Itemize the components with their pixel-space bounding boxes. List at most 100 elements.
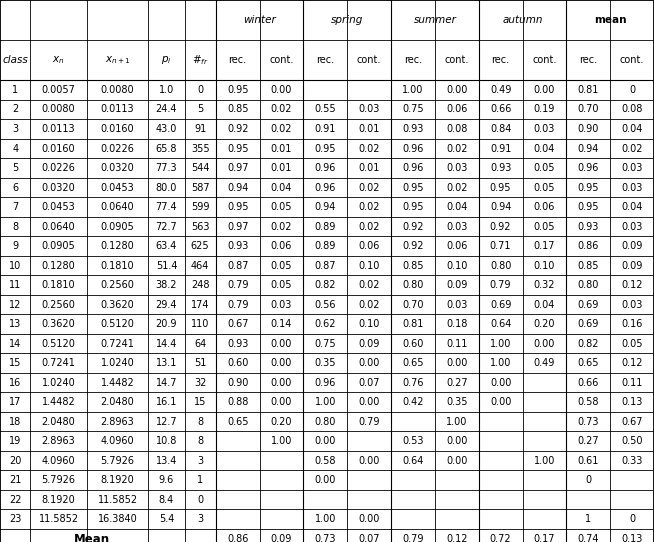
- Text: 2.0480: 2.0480: [42, 417, 75, 427]
- Text: 13.1: 13.1: [156, 358, 177, 368]
- Text: 0.69: 0.69: [577, 319, 599, 329]
- Text: 0.35: 0.35: [446, 397, 468, 407]
- Text: 0.04: 0.04: [621, 124, 643, 134]
- Text: 0.09: 0.09: [446, 280, 468, 290]
- Text: 0.66: 0.66: [577, 378, 599, 388]
- Text: 17: 17: [9, 397, 22, 407]
- Text: 22: 22: [9, 495, 22, 505]
- Text: 0.74: 0.74: [577, 534, 599, 542]
- Text: $\#_{fr}$: $\#_{fr}$: [192, 53, 209, 67]
- Text: 0.64: 0.64: [402, 456, 424, 466]
- Text: 21: 21: [9, 475, 22, 485]
- Text: 0.13: 0.13: [621, 534, 643, 542]
- Text: 0.80: 0.80: [490, 261, 511, 270]
- Text: 0.80: 0.80: [402, 280, 424, 290]
- Text: 0.01: 0.01: [271, 144, 292, 153]
- Text: 599: 599: [191, 202, 209, 212]
- Text: 0.16: 0.16: [621, 319, 643, 329]
- Text: 0.04: 0.04: [446, 202, 468, 212]
- Text: 0.55: 0.55: [315, 105, 336, 114]
- Text: 0.0453: 0.0453: [101, 183, 135, 192]
- Text: 0.03: 0.03: [621, 300, 643, 309]
- Text: 0.01: 0.01: [271, 163, 292, 173]
- Text: 77.4: 77.4: [156, 202, 177, 212]
- Text: 1: 1: [12, 85, 18, 95]
- Text: 0: 0: [629, 85, 635, 95]
- Text: 0.35: 0.35: [315, 358, 336, 368]
- Text: 0.69: 0.69: [577, 300, 599, 309]
- Text: 1.00: 1.00: [271, 436, 292, 446]
- Text: 16: 16: [9, 378, 22, 388]
- Text: 0.95: 0.95: [227, 85, 249, 95]
- Text: 0.19: 0.19: [534, 105, 555, 114]
- Text: 2.0480: 2.0480: [101, 397, 135, 407]
- Text: 0.87: 0.87: [315, 261, 336, 270]
- Text: 0.06: 0.06: [446, 105, 468, 114]
- Text: 0.07: 0.07: [358, 534, 380, 542]
- Text: 0.96: 0.96: [402, 144, 424, 153]
- Text: 0.96: 0.96: [315, 163, 336, 173]
- Text: 5: 5: [197, 105, 203, 114]
- Text: 1: 1: [197, 475, 203, 485]
- Text: 0.12: 0.12: [621, 280, 643, 290]
- Text: 13: 13: [9, 319, 22, 329]
- Text: 0.03: 0.03: [358, 105, 380, 114]
- Text: 8: 8: [197, 436, 203, 446]
- Text: mean: mean: [594, 15, 627, 25]
- Text: 0.00: 0.00: [534, 339, 555, 349]
- Text: 0.0057: 0.0057: [42, 85, 75, 95]
- Text: 0: 0: [197, 85, 203, 95]
- Text: 63.4: 63.4: [156, 241, 177, 251]
- Text: 0.00: 0.00: [490, 397, 511, 407]
- Text: 3: 3: [197, 514, 203, 524]
- Text: 0.0226: 0.0226: [101, 144, 135, 153]
- Text: 0.79: 0.79: [227, 280, 249, 290]
- Text: 5.4: 5.4: [159, 514, 174, 524]
- Text: 0.00: 0.00: [446, 436, 468, 446]
- Text: 0.03: 0.03: [621, 183, 643, 192]
- Text: 0.05: 0.05: [271, 202, 292, 212]
- Text: 20: 20: [9, 456, 22, 466]
- Text: 0.67: 0.67: [227, 319, 249, 329]
- Text: 64: 64: [194, 339, 206, 349]
- Text: cont.: cont.: [445, 55, 469, 65]
- Text: 1.00: 1.00: [315, 397, 336, 407]
- Text: 0.97: 0.97: [227, 163, 249, 173]
- Text: 0.95: 0.95: [227, 202, 249, 212]
- Text: 0.09: 0.09: [358, 339, 380, 349]
- Text: 7: 7: [12, 202, 18, 212]
- Text: 8: 8: [197, 417, 203, 427]
- Text: 0.02: 0.02: [358, 183, 380, 192]
- Text: 0.03: 0.03: [446, 163, 468, 173]
- Text: 0.70: 0.70: [577, 105, 599, 114]
- Text: 0.81: 0.81: [577, 85, 599, 95]
- Text: cont.: cont.: [269, 55, 294, 65]
- Text: 0.00: 0.00: [446, 456, 468, 466]
- Text: 0.00: 0.00: [271, 358, 292, 368]
- Text: 0.0640: 0.0640: [42, 222, 75, 231]
- Text: 11.5852: 11.5852: [97, 495, 137, 505]
- Text: 0.10: 0.10: [534, 261, 555, 270]
- Text: 248: 248: [191, 280, 209, 290]
- Text: summer: summer: [413, 15, 456, 25]
- Text: 0.0905: 0.0905: [101, 222, 135, 231]
- Text: 0.70: 0.70: [402, 300, 424, 309]
- Text: 0.02: 0.02: [358, 144, 380, 153]
- Text: 0.49: 0.49: [490, 85, 511, 95]
- Text: 0.00: 0.00: [315, 436, 336, 446]
- Text: 0.06: 0.06: [446, 241, 468, 251]
- Text: 9.6: 9.6: [159, 475, 174, 485]
- Text: 2.8963: 2.8963: [101, 417, 135, 427]
- Text: 0.73: 0.73: [577, 417, 599, 427]
- Text: 32: 32: [194, 378, 207, 388]
- Text: 0.00: 0.00: [490, 378, 511, 388]
- Text: 563: 563: [191, 222, 209, 231]
- Text: 0.95: 0.95: [227, 144, 249, 153]
- Text: 0.61: 0.61: [577, 456, 599, 466]
- Text: 3: 3: [197, 456, 203, 466]
- Text: 0.0226: 0.0226: [42, 163, 75, 173]
- Text: 355: 355: [191, 144, 209, 153]
- Text: 0.79: 0.79: [227, 300, 249, 309]
- Text: 0.93: 0.93: [227, 339, 249, 349]
- Text: 11: 11: [9, 280, 22, 290]
